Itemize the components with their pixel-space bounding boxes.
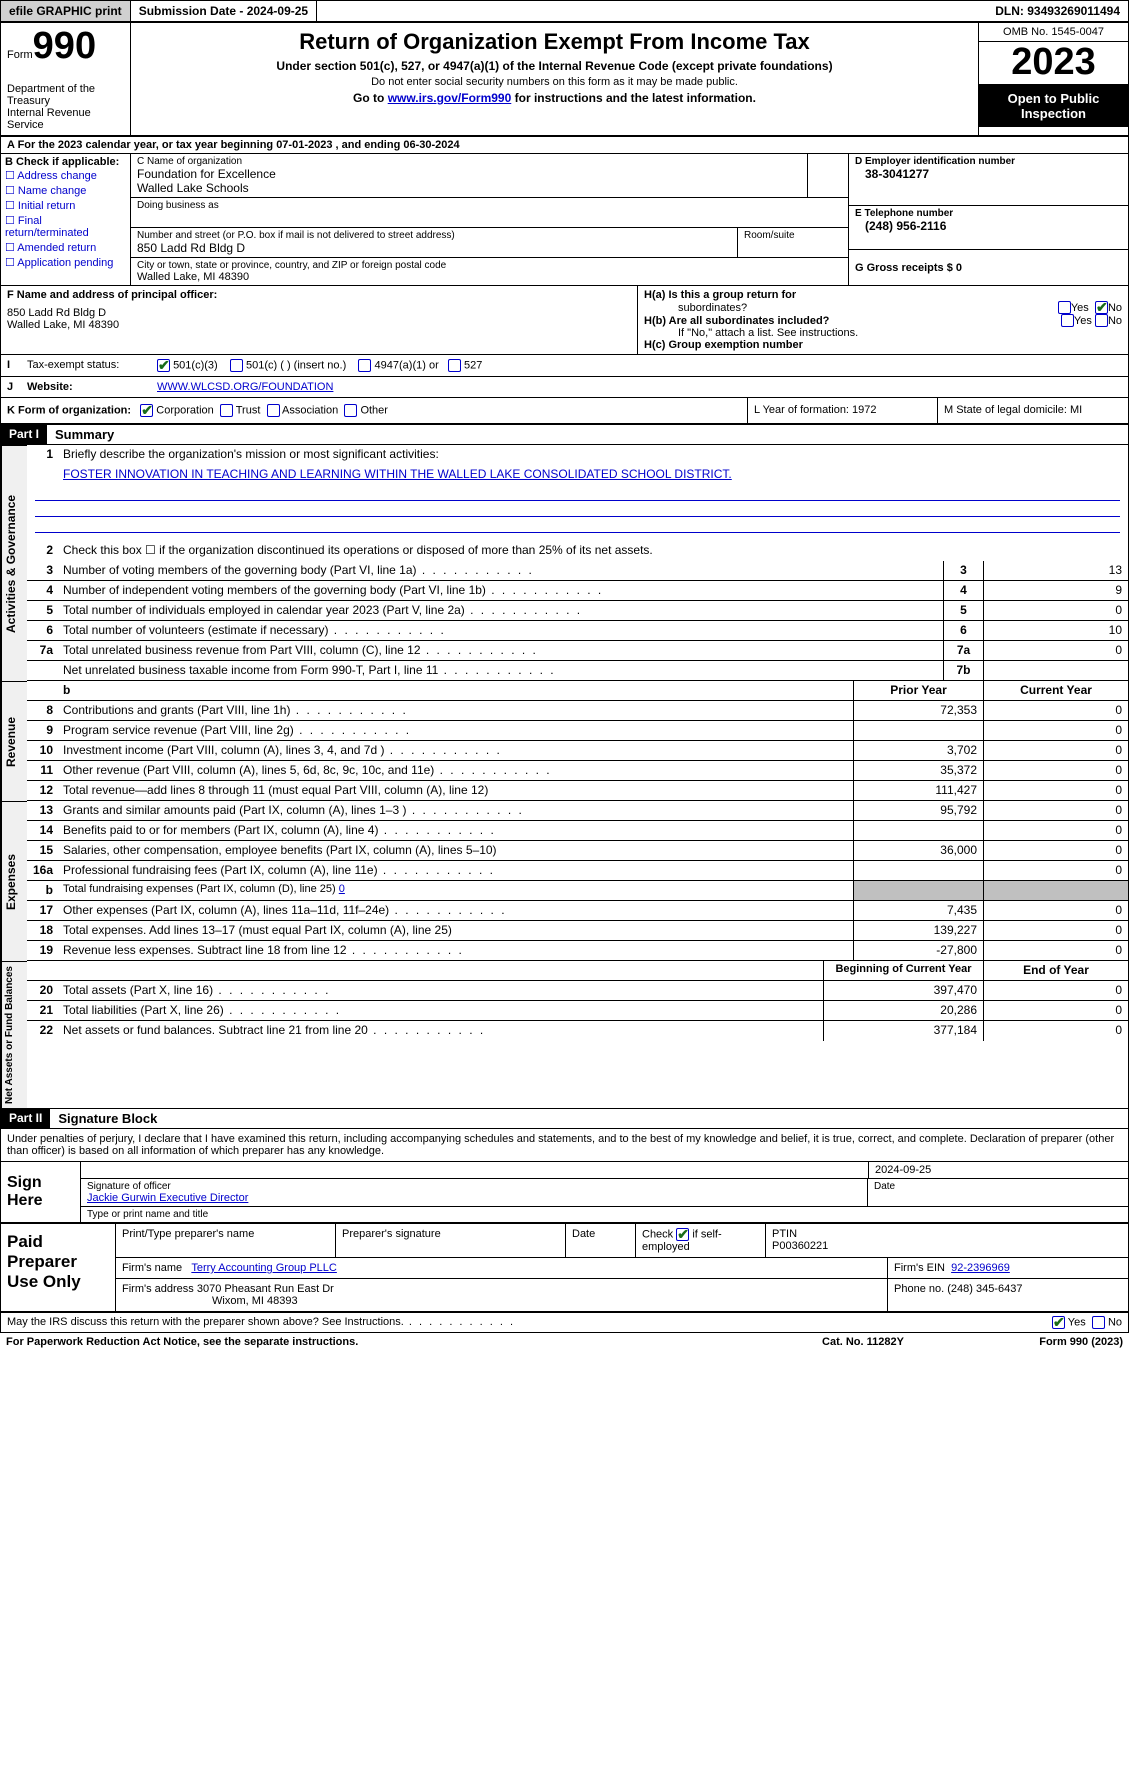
- vtab-expenses: Expenses: [1, 801, 27, 961]
- sign-here-block: Sign Here 2024-09-25 Signature of office…: [0, 1162, 1129, 1224]
- year-formation: L Year of formation: 1972: [748, 398, 938, 423]
- discuss-no-checkbox[interactable]: [1092, 1316, 1105, 1329]
- firm-phone: (248) 345-6437: [947, 1283, 1022, 1295]
- gross-receipts: G Gross receipts $ 0: [855, 252, 1122, 274]
- form-title: Return of Organization Exempt From Incom…: [137, 27, 972, 57]
- declaration-text: Under penalties of perjury, I declare th…: [0, 1129, 1129, 1162]
- hb-yes-checkbox[interactable]: [1061, 314, 1074, 327]
- addr-label: Number and street (or P.O. box if mail i…: [137, 230, 731, 241]
- officer-label: F Name and address of principal officer:: [7, 289, 631, 301]
- form-subtitle-2: Do not enter social security numbers on …: [137, 75, 972, 89]
- opt-app-pending[interactable]: ☐ Application pending: [5, 255, 126, 270]
- omb-number: OMB No. 1545-0047: [979, 23, 1128, 42]
- summary-net-assets: Net Assets or Fund Balances Beginning of…: [0, 961, 1129, 1109]
- cat-no: Cat. No. 11282Y: [763, 1336, 963, 1348]
- officer-name: Jackie Gurwin Executive Director: [87, 1192, 861, 1204]
- opt-name-change[interactable]: ☐ Name change: [5, 183, 126, 198]
- org-name: Foundation for Excellence: [137, 167, 801, 181]
- mission-text: FOSTER INNOVATION IN TEACHING AND LEARNI…: [59, 465, 1128, 485]
- opt-final-return[interactable]: ☐ Final return/terminated: [5, 213, 126, 240]
- dba-label: Doing business as: [137, 200, 842, 211]
- irs-label: Internal Revenue Service: [7, 107, 124, 131]
- paid-preparer-block: Paid Preparer Use Only Print/Type prepar…: [0, 1224, 1129, 1313]
- opt-address-change[interactable]: ☐ Address change: [5, 168, 126, 183]
- firm-ein: 92-2396969: [951, 1262, 1010, 1274]
- footer-discuss: May the IRS discuss this return with the…: [0, 1313, 1129, 1333]
- 4947-checkbox[interactable]: [358, 359, 371, 372]
- irs-link[interactable]: www.irs.gov/Form990: [388, 91, 512, 105]
- efile-button[interactable]: efile GRAPHIC print: [1, 1, 131, 21]
- entity-block: B Check if applicable: ☐ Address change …: [0, 154, 1129, 286]
- addr-value: 850 Ladd Rd Bldg D: [137, 241, 731, 255]
- tel-value: (248) 956-2116: [855, 219, 1122, 233]
- box-d: D Employer identification number 38-3041…: [848, 154, 1128, 285]
- part-1-header: Part I Summary: [0, 425, 1129, 445]
- website-link[interactable]: WWW.WLCSD.ORG/FOUNDATION: [157, 381, 333, 393]
- state-domicile: M State of legal domicile: MI: [938, 398, 1128, 423]
- tel-label: E Telephone number: [855, 208, 1122, 219]
- ein-value: 38-3041277: [855, 167, 1122, 181]
- assoc-checkbox[interactable]: [267, 404, 280, 417]
- form-subtitle-3: Go to www.irs.gov/Form990 for instructio…: [137, 89, 972, 107]
- ha-yes-checkbox[interactable]: [1058, 301, 1071, 314]
- line-a-tax-year: A For the 2023 calendar year, or tax yea…: [0, 137, 1129, 154]
- vtab-governance: Activities & Governance: [1, 445, 27, 681]
- vtab-revenue: Revenue: [1, 681, 27, 801]
- box-c: C Name of organization Foundation for Ex…: [131, 154, 848, 285]
- org-name-label: C Name of organization: [137, 156, 801, 167]
- form-word: Form: [7, 49, 33, 61]
- dln-label: DLN: 93493269011494: [987, 1, 1128, 21]
- summary-governance: Activities & Governance 1 Briefly descri…: [0, 445, 1129, 681]
- opt-amended[interactable]: ☐ Amended return: [5, 240, 126, 255]
- other-checkbox[interactable]: [344, 404, 357, 417]
- footer-final: For Paperwork Reduction Act Notice, see …: [0, 1333, 1129, 1351]
- firm-addr: 3070 Pheasant Run East Dr: [197, 1283, 334, 1295]
- officer-addr2: Walled Lake, MI 48390: [7, 319, 631, 331]
- vtab-net-assets: Net Assets or Fund Balances: [1, 961, 27, 1108]
- hb-no-checkbox[interactable]: [1095, 314, 1108, 327]
- trust-checkbox[interactable]: [220, 404, 233, 417]
- form-number: 990: [33, 25, 96, 67]
- form-subtitle-1: Under section 501(c), 527, or 4947(a)(1)…: [137, 57, 972, 75]
- row-klm: K Form of organization: Corporation Trus…: [0, 398, 1129, 425]
- discuss-yes-checkbox[interactable]: [1052, 1316, 1065, 1329]
- dept-treasury: Department of the Treasury: [7, 83, 124, 107]
- tax-year: 2023: [979, 42, 1128, 85]
- top-bar: efile GRAPHIC print Submission Date - 20…: [0, 0, 1129, 23]
- city-value: Walled Lake, MI 48390: [137, 271, 842, 283]
- sig-date: 2024-09-25: [868, 1162, 1128, 1178]
- opt-initial-return[interactable]: ☐ Initial return: [5, 198, 126, 213]
- row-f-h: F Name and address of principal officer:…: [0, 286, 1129, 355]
- form-ref: Form 990 (2023): [963, 1336, 1123, 1348]
- 527-checkbox[interactable]: [448, 359, 461, 372]
- hc-label: H(c) Group exemption number: [644, 339, 1122, 351]
- ptin-value: P00360221: [772, 1240, 828, 1252]
- submission-date: Submission Date - 2024-09-25: [131, 1, 317, 21]
- box-b: B Check if applicable: ☐ Address change …: [1, 154, 131, 285]
- summary-revenue: Revenue bPrior YearCurrent Year 8Contrib…: [0, 681, 1129, 801]
- corp-checkbox[interactable]: [140, 404, 153, 417]
- city-label: City or town, state or province, country…: [137, 260, 842, 271]
- inspection-label: Open to Public Inspection: [979, 85, 1128, 127]
- form-header: Form990 Department of the Treasury Inter…: [0, 23, 1129, 137]
- row-i-tax-exempt: I Tax-exempt status: 501(c)(3) 501(c) ( …: [0, 355, 1129, 377]
- 501c3-checkbox[interactable]: [157, 359, 170, 372]
- ein-label: D Employer identification number: [855, 156, 1122, 167]
- hb-note: If "No," attach a list. See instructions…: [644, 327, 1122, 339]
- firm-addr2: Wixom, MI 48393: [122, 1295, 298, 1307]
- row-j-website: J Website: WWW.WLCSD.ORG/FOUNDATION: [0, 377, 1129, 398]
- firm-name: Terry Accounting Group PLLC: [191, 1262, 337, 1274]
- summary-expenses: Expenses 13Grants and similar amounts pa…: [0, 801, 1129, 961]
- org-name-2: Walled Lake Schools: [137, 181, 801, 195]
- room-label: Room/suite: [744, 230, 842, 241]
- ha-no-checkbox[interactable]: [1095, 301, 1108, 314]
- part-2-header: Part II Signature Block: [0, 1109, 1129, 1129]
- officer-addr1: 850 Ladd Rd Bldg D: [7, 307, 631, 319]
- 501c-checkbox[interactable]: [230, 359, 243, 372]
- self-employed-checkbox[interactable]: [676, 1228, 689, 1241]
